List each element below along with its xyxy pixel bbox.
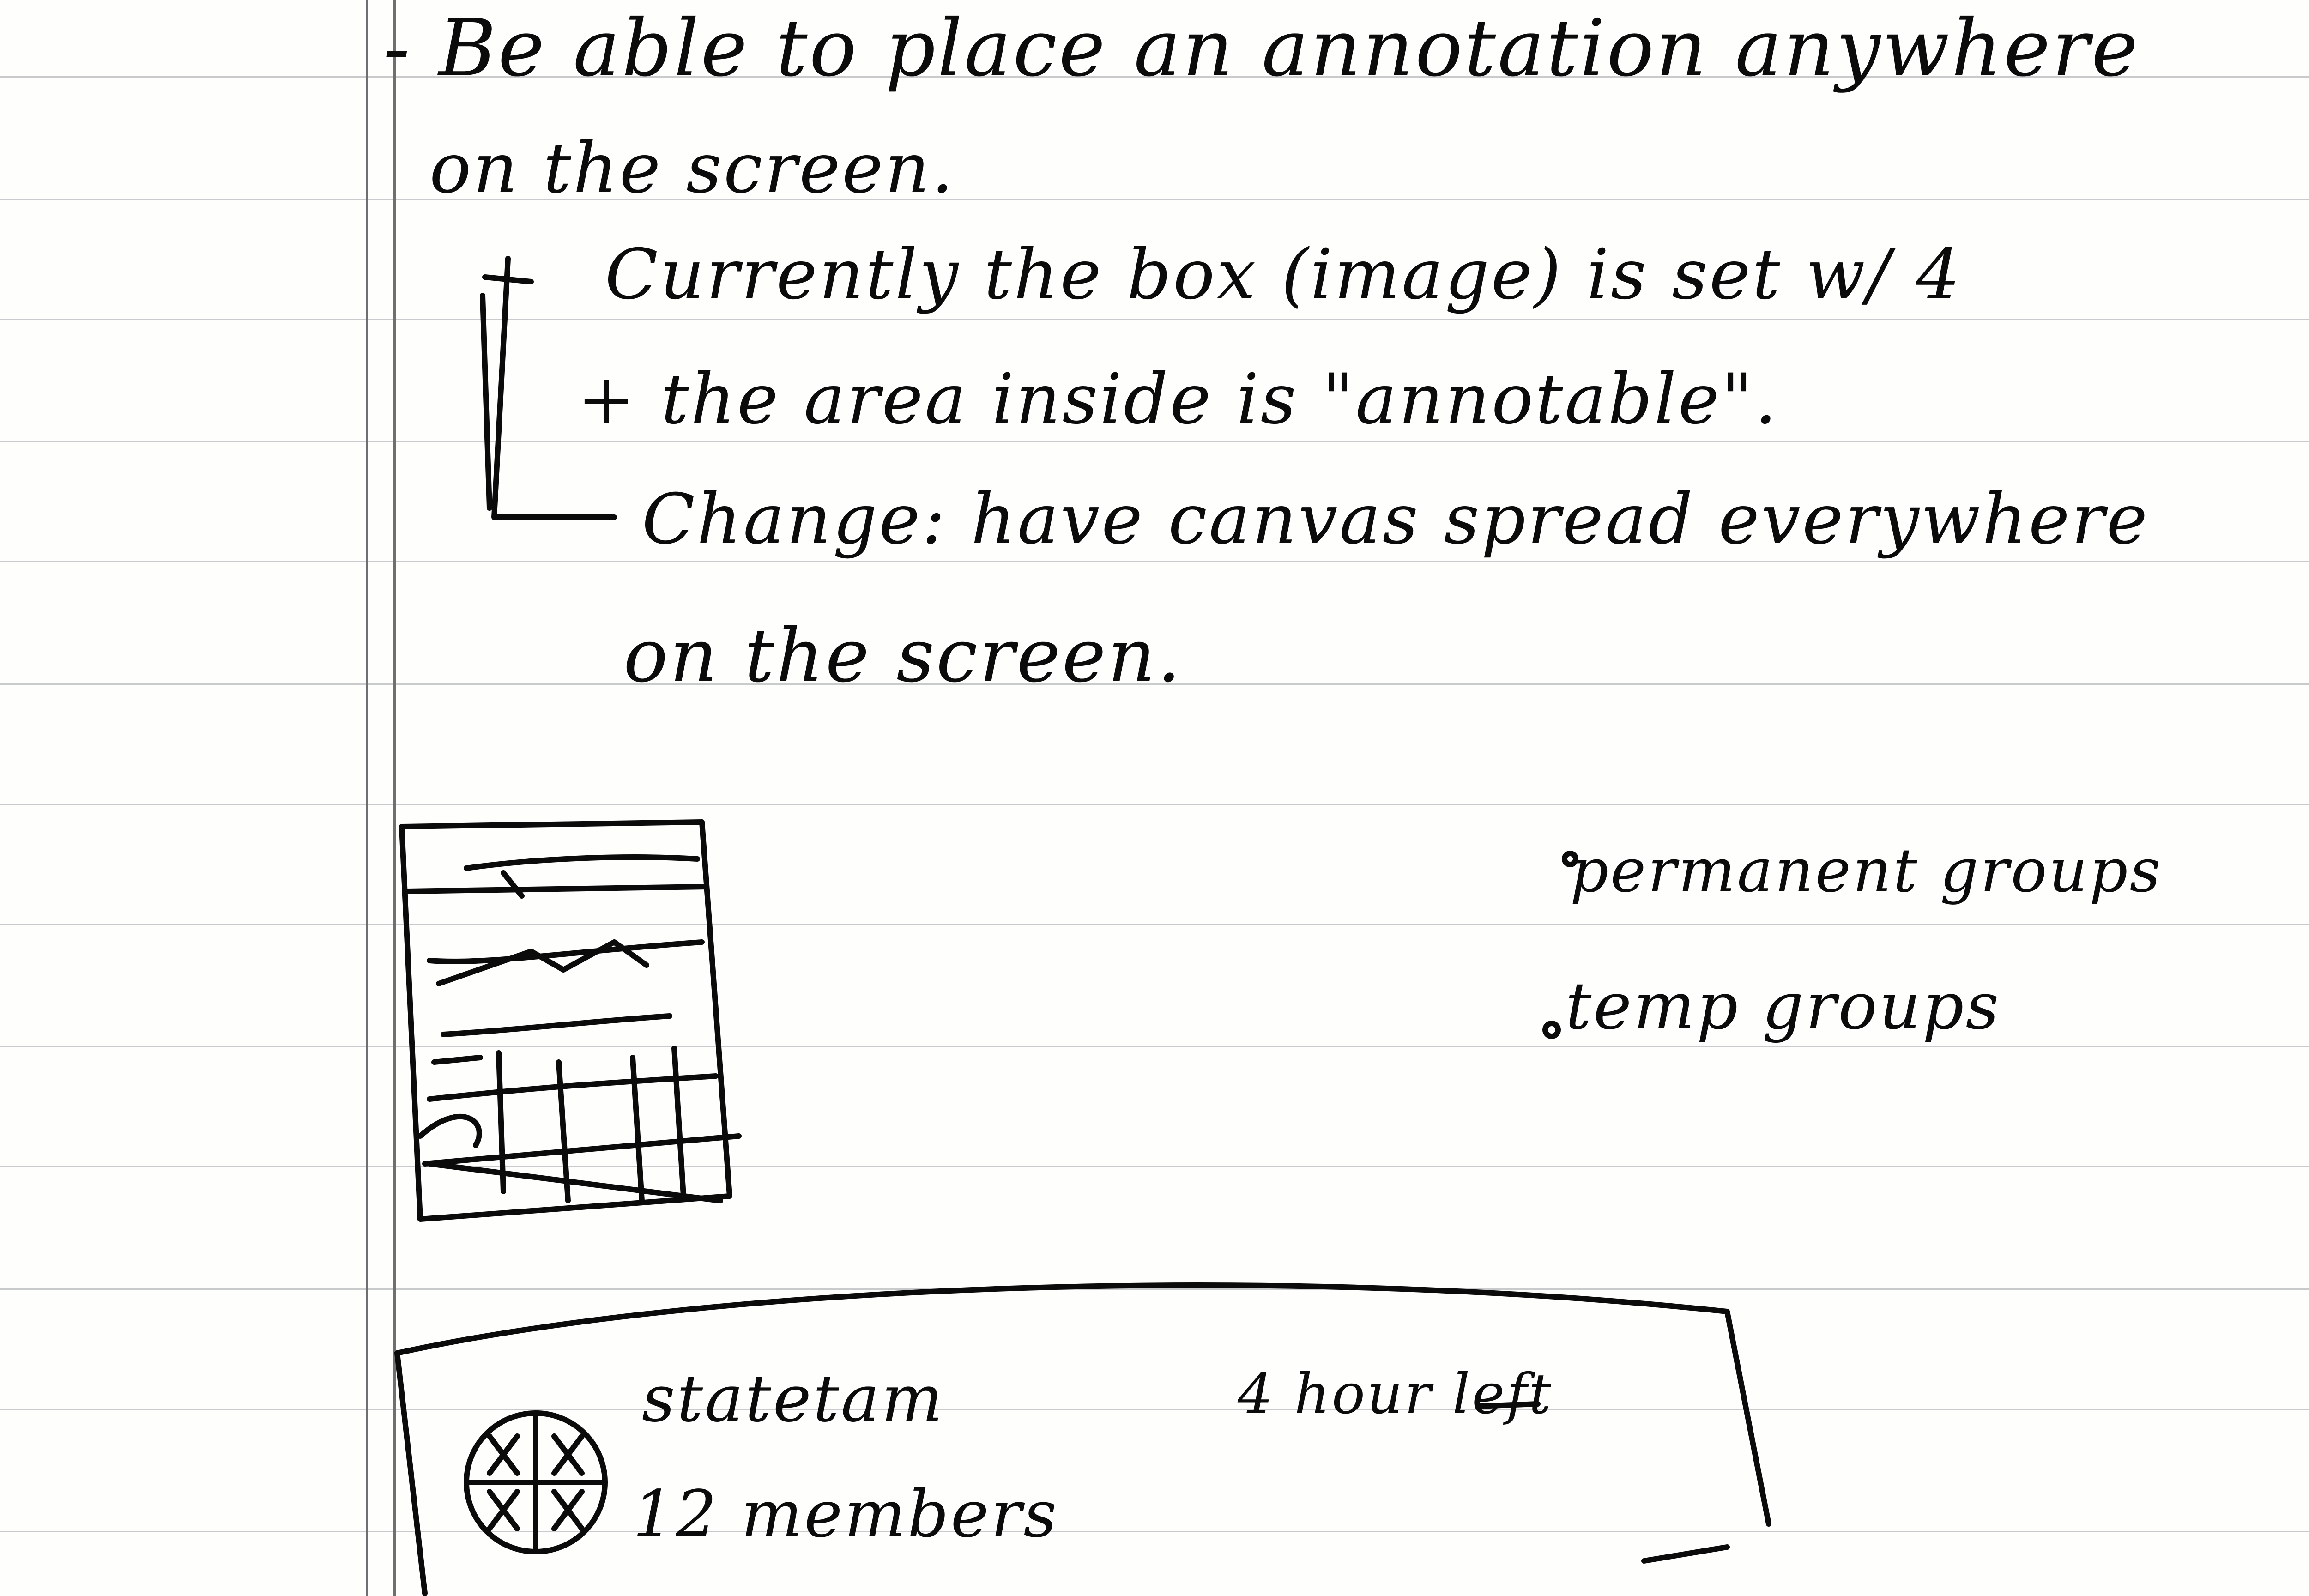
strikethrough-mark <box>1475 1401 1541 1409</box>
change-line-2: on the screen. <box>623 612 1183 699</box>
group-time-left: 4 hour left <box>1238 1362 1553 1427</box>
current-state-line-1: Currently the box (image) is set w/ 4 <box>605 235 1962 315</box>
bullet-dot-icon <box>1562 851 1578 867</box>
group-avatar-icon <box>464 1410 608 1554</box>
group-members-count: 12 members <box>633 1477 1059 1552</box>
group-type-permanent: permanent groups <box>1570 835 2163 906</box>
bullet-dot-icon <box>1542 1021 1561 1039</box>
change-line-1: Change: have canvas spread everywhere <box>642 479 2150 560</box>
group-type-temp: temp groups <box>1566 969 2001 1044</box>
note-line-1: - Be able to place an annotation anywher… <box>383 3 2140 94</box>
margin-line-right <box>393 0 396 1596</box>
bracket-arrow-icon <box>480 256 617 520</box>
group-card-outline <box>394 1282 1771 1596</box>
current-state-line-2: + the area inside is "annotable". <box>577 359 1779 440</box>
canvas-sketch-icon <box>399 819 742 1222</box>
note-line-2: on the screen. <box>429 128 955 209</box>
margin-line-left <box>366 0 368 1596</box>
group-name: statetam <box>642 1361 945 1437</box>
